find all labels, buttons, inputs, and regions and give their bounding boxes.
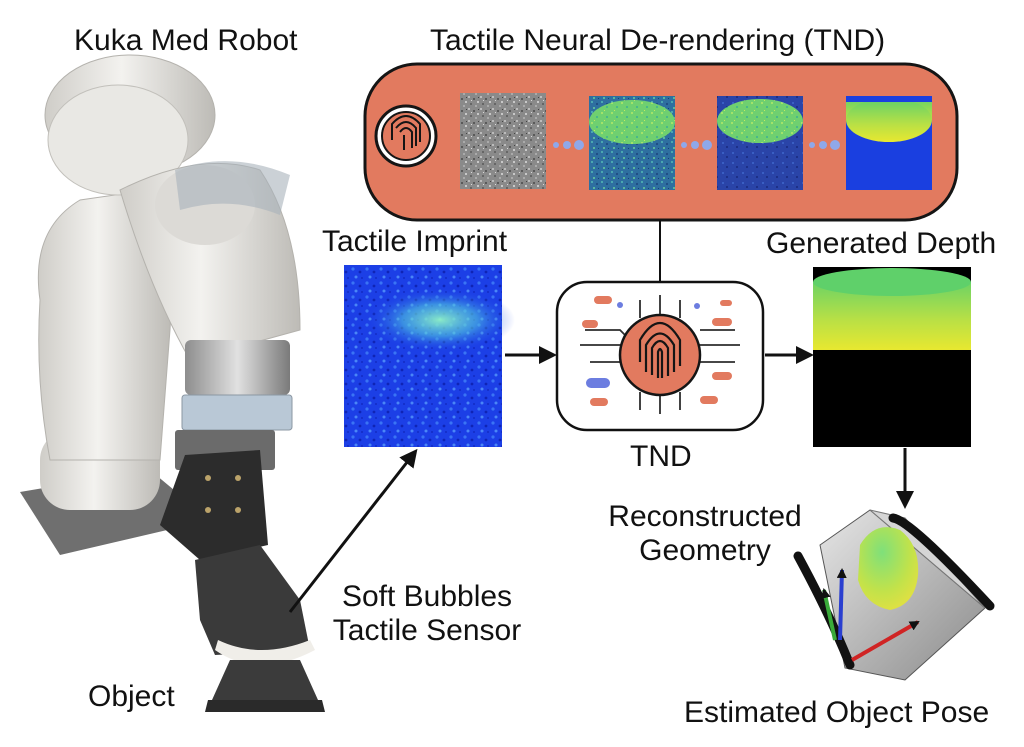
tnd-model-box	[555, 280, 765, 432]
tnd-label: TND	[630, 440, 692, 473]
robot-label: Kuka Med Robot	[74, 24, 298, 57]
tnd-pipeline-banner	[363, 62, 959, 222]
axis-green	[820, 588, 837, 641]
generated-depth-label: Generated Depth	[766, 227, 997, 260]
arrow-sensor-to-imprint	[288, 448, 418, 613]
robot-photo	[20, 54, 325, 712]
reconstructed-line1: Reconstructed	[608, 500, 802, 533]
axis-red	[851, 620, 920, 662]
ellipsis-dots	[553, 140, 584, 150]
reconstructed-geometry-label: Reconstructed Geometry	[600, 500, 810, 567]
diffusion-step-final	[846, 96, 932, 190]
tnd-title: Tactile Neural De-rendering (TND)	[430, 24, 886, 57]
fingerprint-icon	[374, 104, 438, 168]
ellipsis-dots	[809, 140, 840, 150]
ellipsis-dots	[681, 140, 712, 150]
sensor-line2: Tactile Sensor	[332, 613, 522, 647]
diffusion-step-3	[717, 96, 803, 190]
sensor-label: Soft Bubbles Tactile Sensor	[322, 580, 532, 647]
tactile-imprint-label: Tactile Imprint	[322, 225, 508, 258]
reconstructed-blob	[858, 527, 919, 610]
tactile-imprint-image	[344, 265, 515, 447]
pose-visualization	[793, 509, 995, 681]
diffusion-step-noise	[460, 93, 546, 189]
reconstructed-line2: Geometry	[639, 533, 771, 567]
axis-blue	[836, 568, 847, 641]
sensor-line1: Soft Bubbles	[341, 580, 513, 613]
circuit-pads	[582, 296, 732, 406]
fingerprint-icon	[618, 313, 702, 397]
object-label: Object	[88, 680, 175, 713]
pose-label: Estimated Object Pose	[684, 696, 990, 729]
generated-depth-image	[813, 267, 971, 447]
diffusion-step-2	[589, 96, 675, 190]
